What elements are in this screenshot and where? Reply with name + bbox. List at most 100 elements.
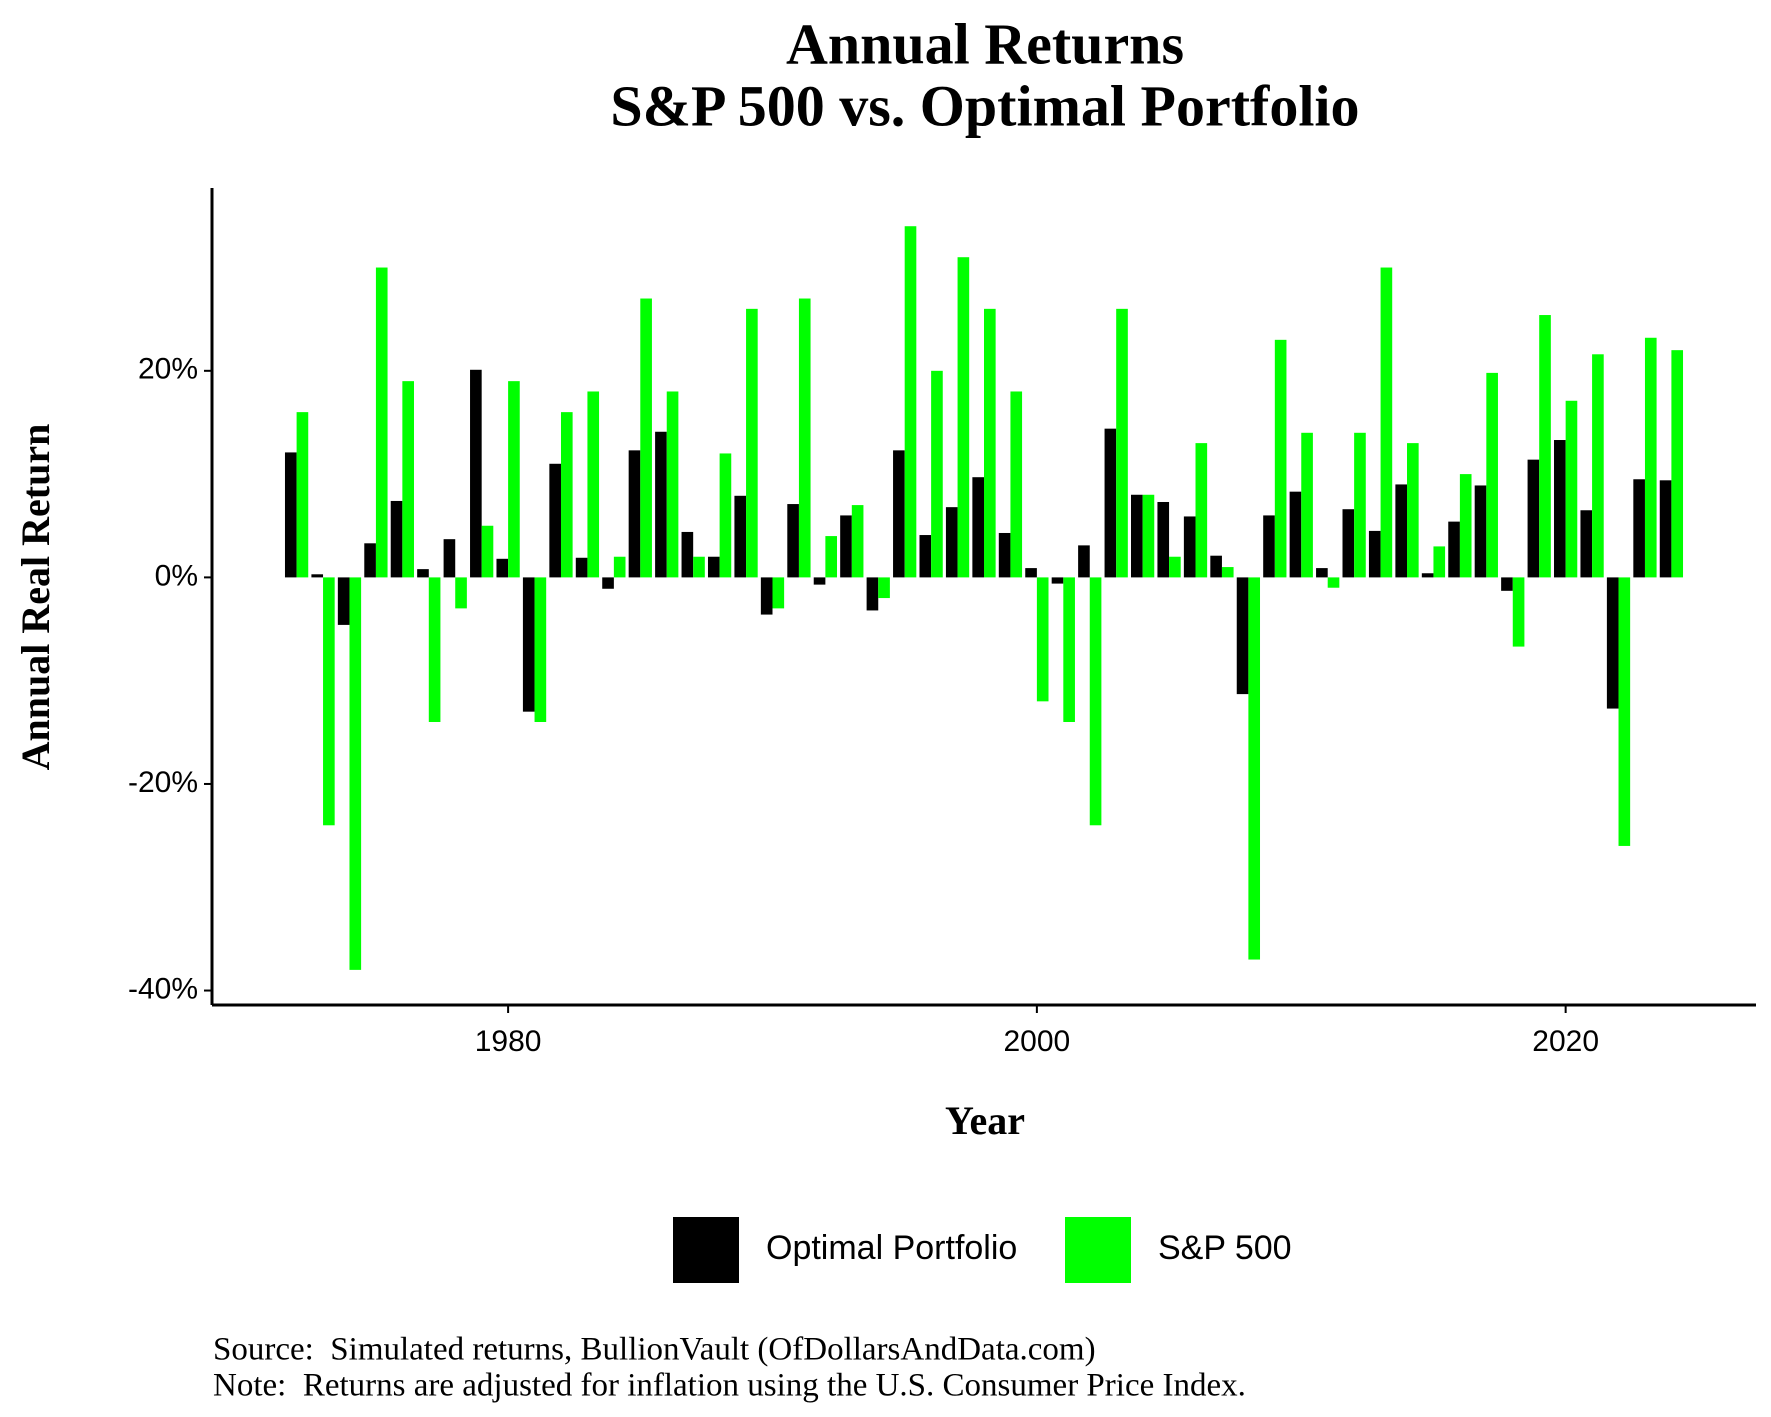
bar [984,308,996,578]
bar [1459,474,1472,578]
bar [1263,515,1275,578]
bar [1592,354,1604,578]
bar [496,558,509,578]
y-tick-label: -20% [128,766,198,799]
bar [1130,494,1143,578]
bar [1316,568,1328,578]
bar [1289,491,1302,578]
bar [560,412,573,578]
bar [1104,428,1117,578]
bar [851,505,864,578]
bar [772,577,785,609]
bar [402,381,414,578]
chart-subtitle: S&P 500 vs. Optimal Portfolio [610,73,1359,138]
bar [787,504,799,578]
bar [602,577,614,589]
bar [417,569,429,578]
bar [734,495,747,578]
bar [1380,267,1393,578]
bar [470,369,482,578]
bar [972,477,984,578]
legend-label: Optimal Portfolio [766,1229,1017,1267]
bar [1274,339,1287,578]
bar [311,574,324,578]
bar [813,577,826,585]
bar [1248,577,1261,960]
bar [1089,577,1102,826]
x-tick-label: 2020 [1532,1025,1599,1058]
bar [1633,479,1645,578]
footnote: Note: Returns are adjusted for inflation… [213,1368,1246,1404]
bar [1421,573,1434,578]
bar [349,577,362,970]
bar [481,525,494,578]
bar [587,391,600,578]
bar [655,431,667,578]
bar [1301,432,1313,578]
source-note: Source: Simulated returns, BullionVault … [213,1332,1096,1368]
bar [1183,516,1196,578]
legend-label: S&P 500 [1158,1229,1292,1267]
bar [1395,484,1408,578]
bar [1116,308,1128,578]
bar [866,577,879,611]
bar [1327,577,1340,588]
bar [1010,391,1023,578]
bar [1036,577,1049,702]
bar [1644,337,1657,578]
bar [746,308,758,578]
bar [1618,577,1631,846]
bar [428,577,441,722]
x-tick-label: 2000 [1004,1025,1071,1058]
chart-title: Annual Returns [786,11,1184,76]
bar [945,507,958,578]
bar [1606,577,1619,709]
bar [390,500,403,578]
bar [1554,440,1566,578]
x-axis-label: Year [945,1098,1025,1143]
bar [1527,459,1540,578]
bar [998,532,1011,578]
y-tick-label: 20% [138,353,198,386]
bar [931,370,943,578]
y-tick-label: -40% [128,972,198,1005]
bar [323,577,335,826]
bar [1195,443,1208,578]
bar [1580,510,1593,578]
bar [1501,577,1513,591]
bar [1565,400,1578,578]
bar [919,535,932,578]
bar [1354,432,1366,578]
bar [534,577,547,722]
bar [1659,480,1672,578]
bar [1433,546,1446,578]
bar [1025,568,1037,578]
bar [693,556,705,578]
bar [666,391,679,578]
bar [1486,372,1498,578]
bar [1671,350,1684,578]
bar [284,452,297,578]
bar [1342,509,1355,578]
bar [1063,577,1075,722]
x-tick-label: 1980 [475,1025,542,1058]
legend-swatch [673,1217,739,1283]
bar [443,539,456,578]
bar [1407,443,1419,578]
bar [957,257,970,578]
bar [1210,555,1222,578]
bar [455,577,467,609]
bar [1539,315,1551,578]
legend-swatch [1065,1217,1131,1283]
bar [628,450,641,578]
bar [296,412,309,578]
bar [681,531,694,578]
bar [575,557,588,578]
bar [375,267,388,578]
bar [522,577,535,712]
bar [1142,494,1155,578]
y-tick-label: 0% [155,559,198,592]
bar [904,226,917,578]
bar [1051,577,1064,584]
